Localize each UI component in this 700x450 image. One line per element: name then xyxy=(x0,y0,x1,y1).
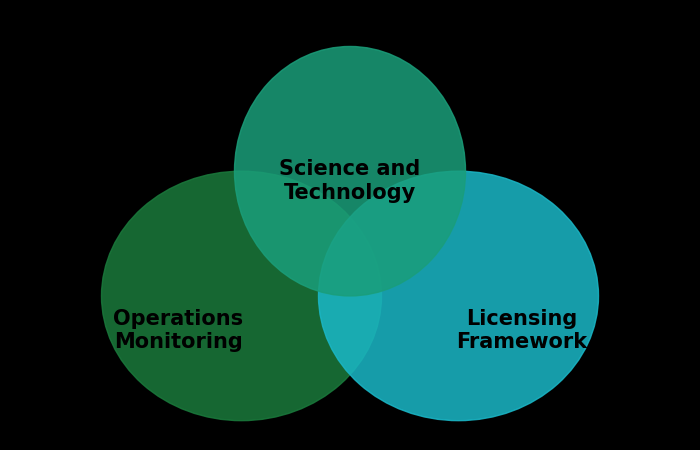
Ellipse shape xyxy=(102,171,382,421)
Ellipse shape xyxy=(318,171,598,421)
Text: Licensing
Framework: Licensing Framework xyxy=(456,309,587,352)
Text: Science and
Technology: Science and Technology xyxy=(279,159,421,202)
Text: Operations
Monitoring: Operations Monitoring xyxy=(113,309,244,352)
Ellipse shape xyxy=(234,46,466,296)
